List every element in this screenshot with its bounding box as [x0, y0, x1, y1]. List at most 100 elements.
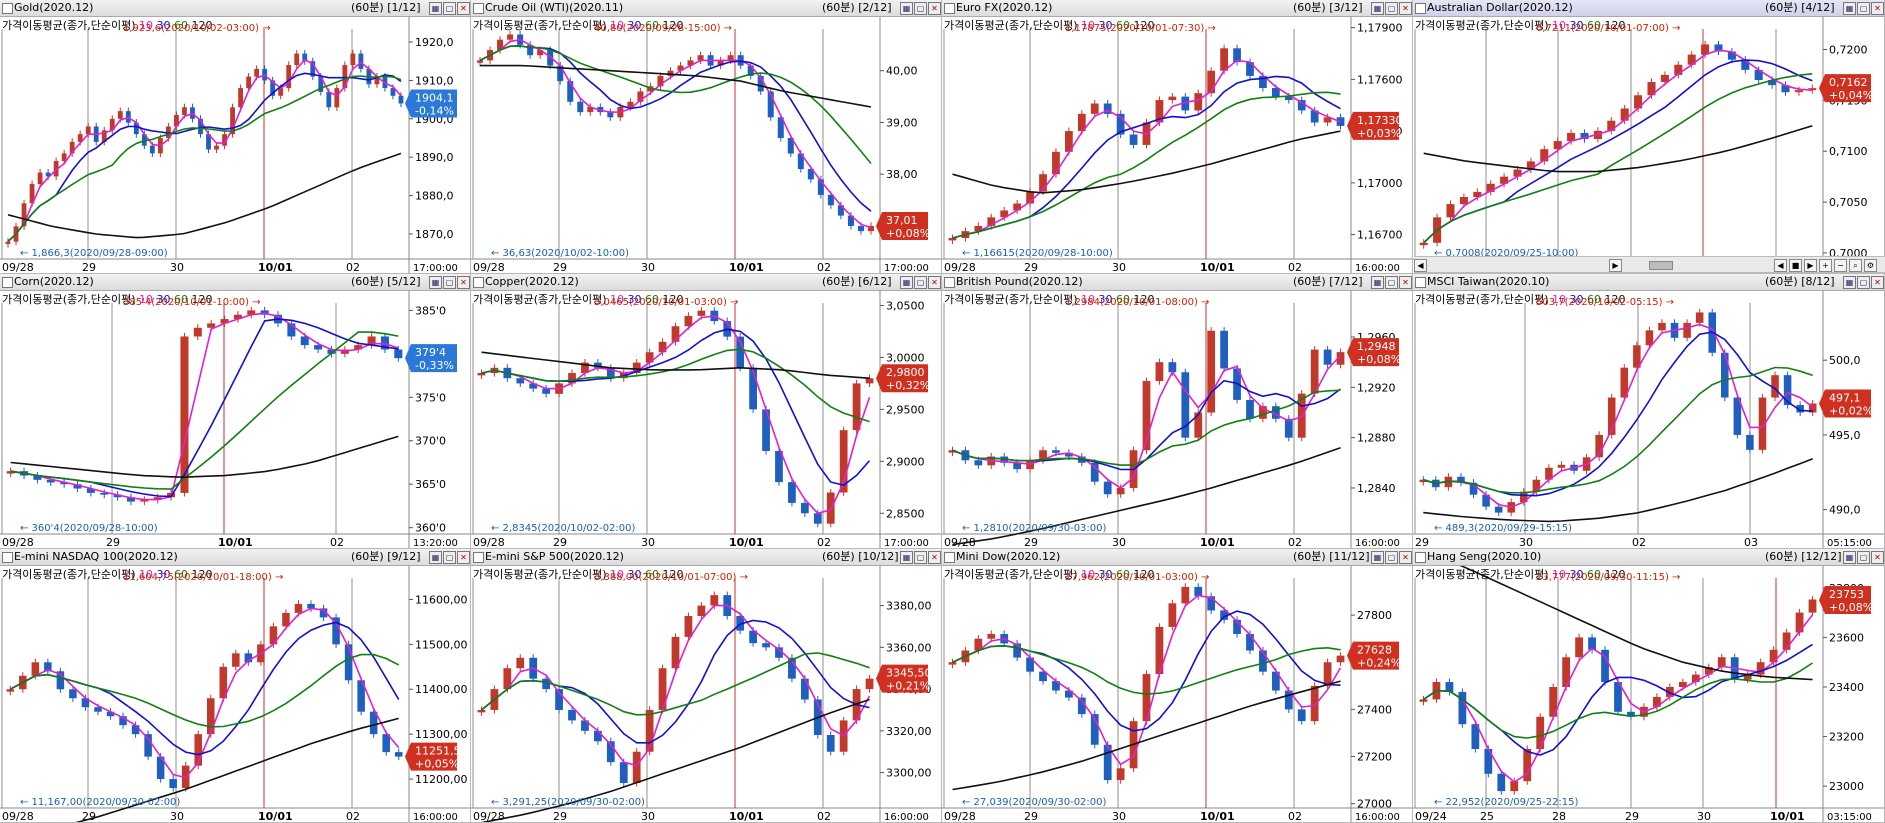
close-icon[interactable]: ✕ — [457, 551, 470, 564]
maximize-icon[interactable]: ▢ — [1857, 2, 1870, 15]
maximize-icon[interactable]: ▢ — [1857, 551, 1870, 564]
scroll-thumb[interactable] — [1649, 261, 1673, 270]
close-icon[interactable]: ✕ — [1399, 551, 1412, 564]
x-tick-label: 29 — [1024, 536, 1038, 549]
chart-panel[interactable]: MSCI Taiwan(2020.10) (60분) [8/12] ▦ ▢ ✕ 500,0… — [1413, 274, 1885, 549]
maximize-icon[interactable]: ▢ — [914, 551, 927, 564]
chart-panel[interactable]: Hang Seng(2020.10)(60분) [12/12]▦▢✕238002… — [1413, 549, 1885, 823]
x-end-time: 05:15:00 — [1827, 538, 1872, 549]
close-icon[interactable]: ✕ — [457, 2, 470, 15]
chart-panel[interactable]: British Pound(2020.12) (60분) [7/12] ▦ ▢ ✕ 1,2… — [942, 274, 1413, 549]
chart-type-icon[interactable]: ▦ — [900, 276, 913, 289]
close-icon[interactable]: ✕ — [928, 276, 941, 289]
chart-panel[interactable]: Mini Dow(2020.12) (60분) [11/12] ▦ ▢ ✕ 27800 27… — [942, 549, 1413, 823]
chart-type-icon[interactable]: ▦ — [1371, 551, 1384, 564]
checkbox-icon[interactable] — [1415, 277, 1426, 288]
chart-panel[interactable]: E-mini NASDAQ 100(2020.12) (60분) [9/12] ▦ ▢… — [0, 549, 471, 823]
chart-type-icon[interactable]: ▦ — [1371, 2, 1384, 15]
panel-titlebar[interactable]: British Pound(2020.12) (60분) [7/12] ▦ ▢ ✕ — [942, 274, 1412, 291]
maximize-icon[interactable]: ▢ — [443, 2, 456, 15]
maximize-icon[interactable]: ▢ — [914, 2, 927, 15]
chart-type-icon[interactable]: ▦ — [1843, 2, 1856, 15]
chart-scrollbar[interactable]: ◀ ▶ ◀ ■ ▶ + − ⌕ ⚙ — [1414, 256, 1885, 273]
chart-type-icon[interactable]: ▦ — [1843, 276, 1856, 289]
checkbox-icon[interactable] — [473, 3, 484, 14]
checkbox-icon[interactable] — [944, 3, 955, 14]
scroll-right-icon[interactable]: ▶ — [1609, 259, 1622, 272]
zoom-out-icon[interactable]: − — [1834, 259, 1847, 272]
panel-titlebar[interactable]: Gold(2020.12) (60분) [1/12] ▦ ▢ ✕ — [0, 0, 470, 17]
maximize-icon[interactable]: ▢ — [1857, 276, 1870, 289]
chart-type-icon[interactable]: ▦ — [429, 2, 442, 15]
checkbox-icon[interactable] — [944, 552, 955, 563]
close-icon[interactable]: ✕ — [1871, 276, 1884, 289]
chart-type-icon[interactable]: ▦ — [1843, 551, 1856, 564]
prev-icon[interactable]: ◀ — [1774, 259, 1787, 272]
candle — [1808, 595, 1817, 617]
search-icon[interactable]: ⌕ — [1849, 259, 1862, 272]
panel-titlebar[interactable]: Hang Seng(2020.10) (60분) [12/12] ▦ ▢ ✕ — [1413, 549, 1884, 566]
price-badge: 27628+0,24% — [1347, 641, 1401, 670]
panel-titlebar[interactable]: Mini Dow(2020.12) (60분) [11/12] ▦ ▢ ✕ — [942, 549, 1412, 566]
close-icon[interactable]: ✕ — [928, 2, 941, 15]
chart-type-icon[interactable]: ▦ — [900, 551, 913, 564]
next-icon[interactable]: ▶ — [1804, 259, 1817, 272]
maximize-icon[interactable]: ▢ — [1385, 276, 1398, 289]
maximize-icon[interactable]: ▢ — [443, 551, 456, 564]
zoom-in-icon[interactable]: + — [1819, 259, 1832, 272]
ma60-line — [481, 348, 870, 423]
close-icon[interactable]: ✕ — [1871, 2, 1884, 15]
chart-type-icon[interactable]: ▦ — [429, 276, 442, 289]
panel-period: (60분) [9/12] — [351, 550, 421, 563]
chart-panel[interactable]: Copper(2020.12) (60분) [6/12] ▦ ▢ ✕ 3,0500 3,00… — [471, 274, 942, 549]
panel-title: Mini Dow(2020.12) — [956, 550, 1061, 563]
scroll-left-icon[interactable]: ◀ — [1414, 259, 1427, 272]
checkbox-icon[interactable] — [1415, 3, 1426, 14]
candle — [542, 675, 551, 693]
chart-panel[interactable]: Crude Oil (WTI)(2020.11) (60분) [2/12] ▦ ▢ ✕ 4… — [471, 0, 942, 274]
x-tick-label: 29 — [1625, 810, 1639, 823]
candle — [1194, 583, 1203, 600]
checkbox-icon[interactable] — [2, 3, 13, 14]
panel-titlebar[interactable]: E-mini NASDAQ 100(2020.12) (60분) [9/12] ▦ ▢… — [0, 549, 470, 566]
maximize-icon[interactable]: ▢ — [1385, 551, 1398, 564]
x-tick-label: 30 — [1519, 536, 1533, 549]
close-icon[interactable]: ✕ — [1871, 551, 1884, 564]
panel-titlebar[interactable]: Crude Oil (WTI)(2020.11) (60분) [2/12] ▦ ▢ ✕ — [471, 0, 941, 17]
chart-type-icon[interactable]: ▦ — [900, 2, 913, 15]
panel-titlebar[interactable]: Copper(2020.12) (60분) [6/12] ▦ ▢ ✕ — [471, 274, 941, 291]
close-icon[interactable]: ✕ — [928, 551, 941, 564]
candle — [29, 180, 35, 207]
chart-panel[interactable]: Gold(2020.12) (60분) [1/12] ▦ ▢ ✕ 1920,0 1910,0… — [0, 0, 471, 274]
chart-type-icon[interactable]: ▦ — [429, 551, 442, 564]
close-icon[interactable]: ✕ — [1399, 2, 1412, 15]
maximize-icon[interactable]: ▢ — [914, 276, 927, 289]
maximize-icon[interactable]: ▢ — [443, 276, 456, 289]
checkbox-icon[interactable] — [2, 277, 13, 288]
checkbox-icon[interactable] — [473, 552, 484, 563]
indicator-legend: 가격이동평균(종가,단순이평) 10 30 60 120 — [2, 293, 213, 306]
candle — [1207, 327, 1216, 417]
panel-titlebar[interactable]: Euro FX(2020.12) (60분) [3/12] ▦ ▢ ✕ — [942, 0, 1412, 17]
low-label: ← 2,8345(2020/10/02-02:00) — [491, 523, 636, 534]
chart-panel[interactable]: Euro FX(2020.12) (60분) [3/12] ▦ ▢ ✕ 1,17900 1,… — [942, 0, 1413, 274]
close-icon[interactable]: ✕ — [457, 276, 470, 289]
chart-panel[interactable]: Australian Dollar(2020.12) (60분) [4/12] ▦ ▢… — [1413, 0, 1885, 274]
close-icon[interactable]: ✕ — [1399, 276, 1412, 289]
panel-titlebar[interactable]: E-mini S&P 500(2020.12) (60분) [10/12] ▦ ▢ ✕ — [471, 549, 941, 566]
checkbox-icon[interactable] — [1415, 552, 1426, 563]
panel-titlebar[interactable]: Australian Dollar(2020.12) (60분) [4/12] ▦ ▢… — [1413, 0, 1884, 17]
stop-icon[interactable]: ■ — [1789, 259, 1802, 272]
ma60-line — [1423, 366, 1813, 494]
panel-titlebar[interactable]: Corn(2020.12) (60분) [5/12] ▦ ▢ ✕ — [0, 274, 470, 291]
checkbox-icon[interactable] — [473, 277, 484, 288]
maximize-icon[interactable]: ▢ — [1385, 2, 1398, 15]
checkbox-icon[interactable] — [944, 277, 955, 288]
chart-type-icon[interactable]: ▦ — [1371, 276, 1384, 289]
candle — [246, 73, 252, 92]
checkbox-icon[interactable] — [2, 552, 13, 563]
panel-titlebar[interactable]: MSCI Taiwan(2020.10) (60분) [8/12] ▦ ▢ ✕ — [1413, 274, 1884, 291]
settings-icon[interactable]: ⚙ — [1864, 259, 1877, 272]
chart-panel[interactable]: Corn(2020.12)(60분) [5/12]▦▢✕385'0380'037… — [0, 274, 471, 549]
chart-panel[interactable]: E-mini S&P 500(2020.12) (60분) [10/12] ▦ ▢ ✕ 3… — [471, 549, 942, 823]
